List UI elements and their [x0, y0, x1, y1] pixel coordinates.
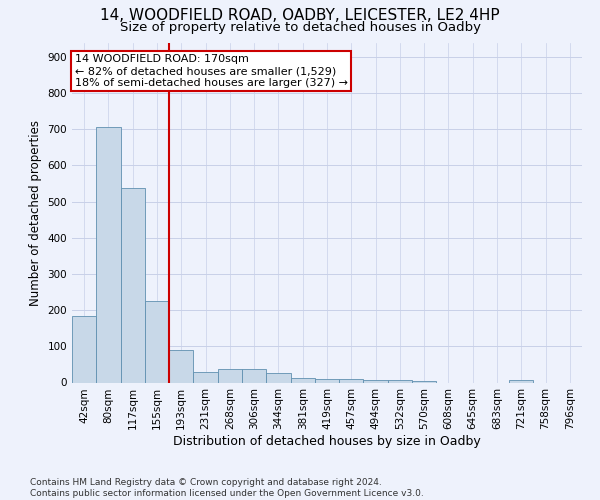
Bar: [388, 380, 412, 382]
Bar: [169, 350, 193, 382]
Bar: [242, 369, 266, 382]
Bar: [96, 127, 121, 382]
Bar: [266, 374, 290, 382]
Bar: [218, 369, 242, 382]
Bar: [509, 380, 533, 382]
Bar: [315, 379, 339, 382]
X-axis label: Distribution of detached houses by size in Oadby: Distribution of detached houses by size …: [173, 435, 481, 448]
Text: Contains HM Land Registry data © Crown copyright and database right 2024.
Contai: Contains HM Land Registry data © Crown c…: [30, 478, 424, 498]
Bar: [193, 372, 218, 382]
Bar: [121, 188, 145, 382]
Text: 14, WOODFIELD ROAD, OADBY, LEICESTER, LE2 4HP: 14, WOODFIELD ROAD, OADBY, LEICESTER, LE…: [100, 8, 500, 22]
Text: Size of property relative to detached houses in Oadby: Size of property relative to detached ho…: [119, 21, 481, 34]
Bar: [339, 379, 364, 382]
Bar: [145, 301, 169, 382]
Bar: [412, 380, 436, 382]
Bar: [72, 316, 96, 382]
Y-axis label: Number of detached properties: Number of detached properties: [29, 120, 42, 306]
Bar: [290, 378, 315, 382]
Bar: [364, 380, 388, 382]
Text: 14 WOODFIELD ROAD: 170sqm
← 82% of detached houses are smaller (1,529)
18% of se: 14 WOODFIELD ROAD: 170sqm ← 82% of detac…: [74, 54, 347, 88]
